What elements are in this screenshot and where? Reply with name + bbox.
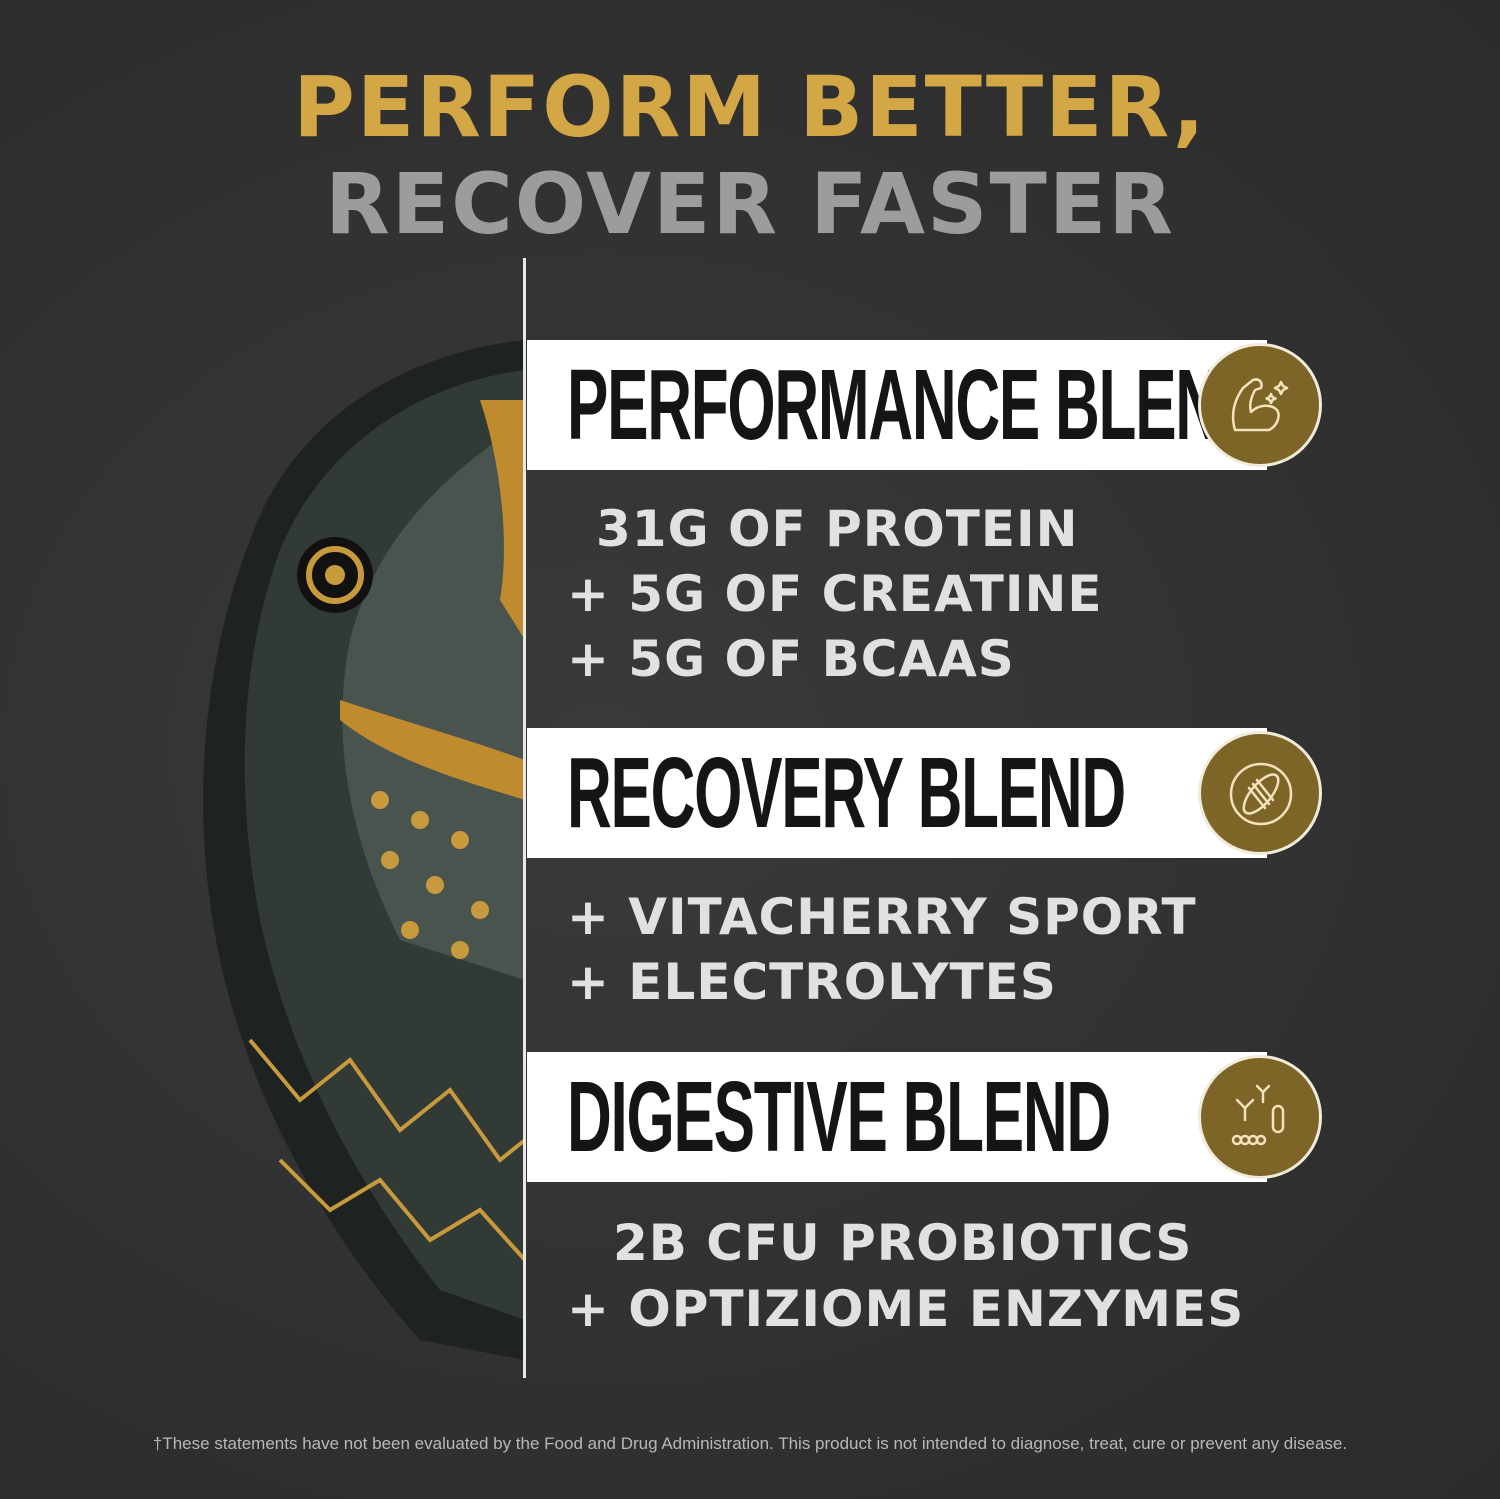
headline-line1: PERFORM BETTER, [293, 58, 1207, 156]
probiotics-icon [1198, 1055, 1322, 1179]
headline-line2: RECOVER FASTER [325, 155, 1175, 253]
performance-blend-title: PERFORMANCE BLEND [567, 349, 1264, 461]
recovery-blend-banner: RECOVERY BLEND [527, 728, 1267, 858]
muscle-recovery-icon [1198, 731, 1322, 855]
blend-line: + OPTIZIOME ENZYMES [567, 1280, 1245, 1338]
eagle-illustration [203, 340, 525, 1360]
blend-line: + ELECTROLYTES [567, 953, 1057, 1011]
divider-line [523, 258, 526, 1378]
recovery-blend-title: RECOVERY BLEND [567, 737, 1126, 849]
fda-disclaimer: †These statements have not been evaluate… [152, 1434, 1348, 1453]
blend-line: + VITACHERRY SPORT [567, 888, 1197, 946]
blend-line: + 5G OF CREATINE [567, 565, 1103, 623]
flexed-arm-icon [1198, 343, 1322, 467]
performance-blend-banner: PERFORMANCE BLEND [527, 340, 1267, 470]
digestive-blend-title: DIGESTIVE BLEND [567, 1061, 1111, 1173]
blend-line: 31G OF PROTEIN [596, 500, 1079, 558]
blend-line: 2B CFU PROBIOTICS [613, 1214, 1193, 1272]
blend-line: + 5G OF BCAAS [567, 630, 1015, 688]
digestive-blend-banner: DIGESTIVE BLEND [527, 1052, 1267, 1182]
